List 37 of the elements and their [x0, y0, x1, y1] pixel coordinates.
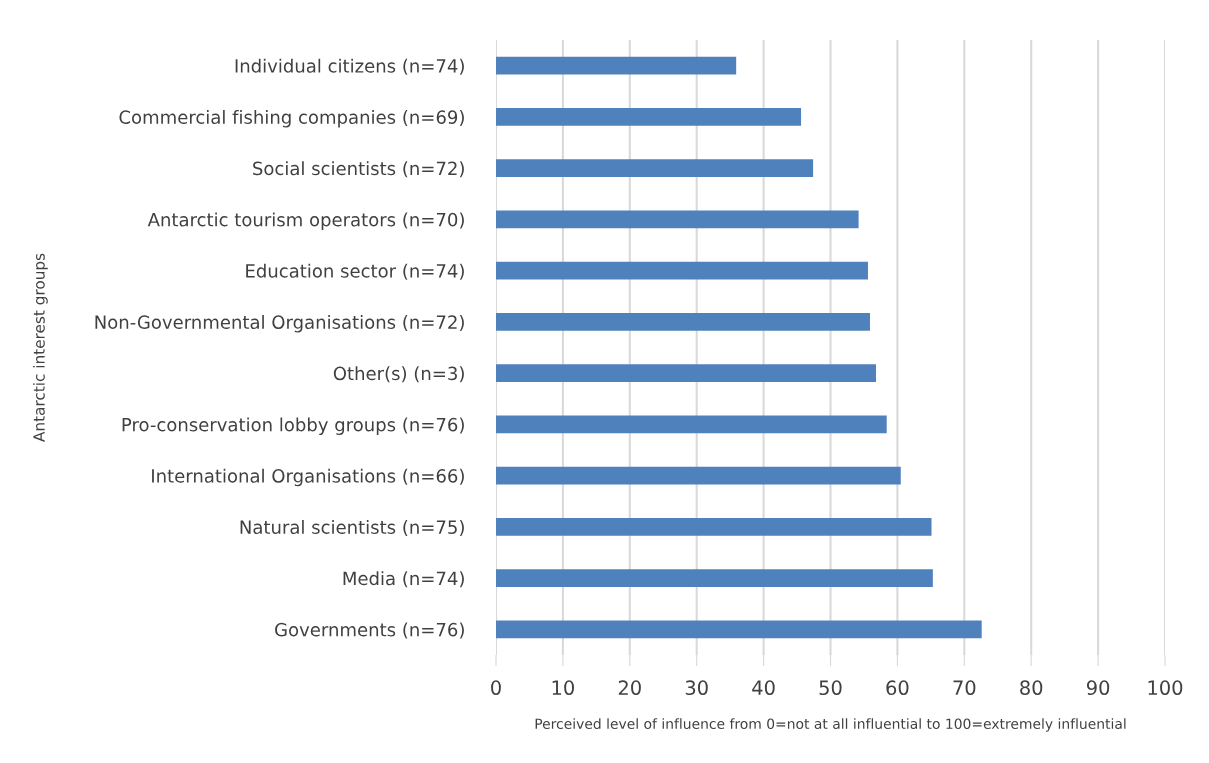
x-tick-label: 80 — [1020, 680, 1043, 696]
y-axis-title: Antarctic interest groups — [32, 253, 48, 442]
y-tick-label: Antarctic tourism operators (n=70) — [147, 212, 464, 230]
x-tick-label: 60 — [886, 680, 909, 696]
y-tick-label: Individual citizens (n=74) — [235, 58, 464, 75]
bar — [496, 56, 737, 75]
y-tick-label: Natural scientists (n=75) — [240, 520, 464, 537]
bar — [496, 107, 802, 126]
bar — [496, 620, 982, 639]
y-tick-label: International Organisations (n=66) — [152, 468, 464, 487]
y-tick-label: Non-Governmental Organisations (n=72) — [95, 315, 464, 333]
bar — [496, 210, 859, 229]
bar — [496, 261, 868, 280]
x-tick-label: 90 — [1086, 680, 1110, 696]
bar — [496, 466, 901, 485]
y-tick-label: Governments (n=76) — [275, 622, 464, 639]
x-axis-title: Perceived level of influence from 0=not at all influential to 100=extremely influential — [535, 718, 1126, 732]
x-tick-label: 30 — [685, 680, 708, 696]
y-tick-label: Social scientists (n=72) — [253, 161, 464, 178]
y-tick-label: Education sector (n=74) — [246, 263, 464, 280]
y-tick-label: Media (n=74) — [343, 571, 464, 588]
x-tick-label: 50 — [819, 680, 842, 696]
bar — [496, 517, 932, 536]
x-tick-label: 20 — [618, 680, 641, 696]
y-tick-label: Other(s) (n=3) — [333, 366, 464, 383]
x-tick-label: 100 — [1148, 680, 1183, 696]
bar — [496, 159, 814, 178]
x-tick-label: 0 — [491, 680, 501, 696]
y-tick-label: Commercial fishing companies (n=69) — [119, 110, 464, 128]
x-tick-label: 70 — [953, 680, 976, 696]
bar — [496, 415, 887, 434]
y-tick-label: Pro-conservation lobby groups (n=76) — [122, 417, 464, 435]
bar — [496, 569, 933, 588]
x-tick-label: 10 — [552, 680, 574, 696]
x-tick-label: 40 — [752, 680, 775, 696]
bar — [496, 364, 876, 383]
bar — [496, 312, 870, 331]
